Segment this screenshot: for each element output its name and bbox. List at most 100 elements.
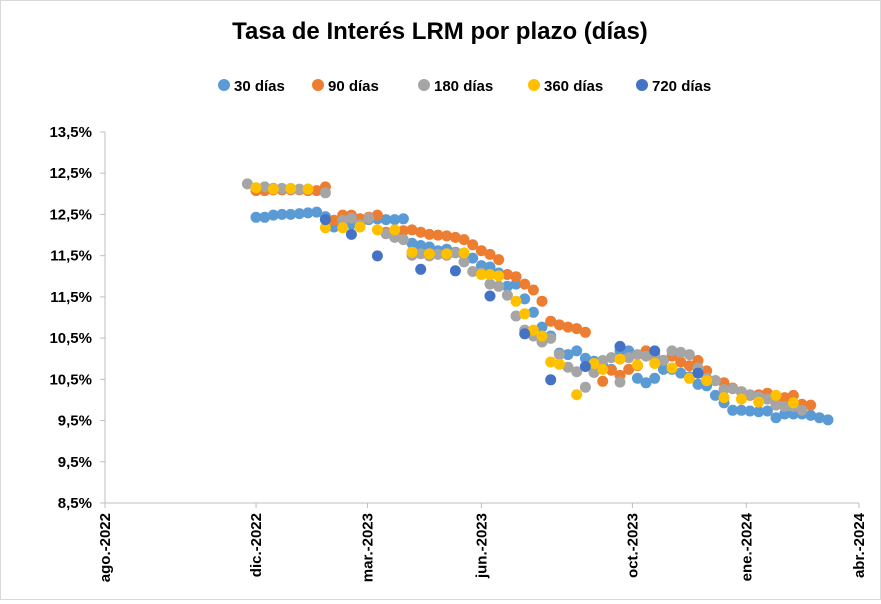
data-point — [545, 356, 557, 368]
data-point — [441, 248, 453, 260]
data-point — [813, 412, 825, 424]
data-point — [614, 340, 626, 352]
legend-label: 720 días — [652, 78, 711, 95]
data-point — [701, 375, 713, 387]
series-group — [250, 182, 799, 409]
data-point — [311, 206, 323, 218]
data-point — [527, 284, 539, 296]
data-point — [597, 363, 609, 375]
data-point — [597, 375, 609, 387]
data-point — [744, 389, 756, 401]
data-point — [345, 228, 357, 240]
data-point — [510, 310, 522, 322]
data-point — [501, 280, 513, 292]
legend-marker — [418, 79, 430, 91]
data-point — [415, 248, 427, 260]
data-point — [779, 392, 791, 404]
data-point — [562, 349, 574, 361]
x-tick-label: abr.-2024 — [851, 512, 868, 578]
data-point — [727, 404, 739, 416]
data-point — [406, 224, 418, 236]
data-point — [805, 399, 817, 411]
data-point — [553, 349, 565, 361]
data-point — [735, 393, 747, 405]
data-point — [649, 358, 661, 369]
data-point — [259, 181, 271, 193]
data-point — [467, 239, 479, 251]
y-tick-label: 11,5% — [50, 248, 92, 265]
data-point — [484, 269, 496, 280]
legend-item: 720 días — [636, 78, 711, 95]
data-point — [796, 404, 808, 416]
data-point — [579, 352, 591, 364]
legend-label: 360 días — [544, 78, 603, 95]
data-point — [250, 211, 262, 223]
data-point — [467, 252, 479, 264]
data-point — [597, 355, 609, 366]
data-point — [692, 367, 704, 379]
data-point — [267, 183, 279, 195]
data-point — [371, 224, 383, 236]
data-point — [579, 326, 591, 338]
legend-label: 90 días — [328, 78, 379, 95]
data-point — [536, 321, 548, 333]
data-point — [449, 265, 461, 277]
data-point — [432, 229, 444, 241]
series-group — [319, 214, 704, 386]
data-point — [449, 231, 461, 243]
data-point — [475, 245, 487, 257]
data-point — [302, 207, 314, 219]
data-point — [389, 224, 401, 236]
legend-marker — [312, 79, 324, 91]
legend-marker — [218, 79, 230, 91]
data-point — [423, 228, 435, 240]
data-point — [718, 392, 730, 404]
data-point — [770, 412, 782, 424]
data-point — [588, 358, 600, 369]
data-point — [337, 222, 349, 234]
data-point — [657, 355, 669, 366]
legend-label: 180 días — [434, 78, 493, 95]
data-point — [545, 332, 557, 344]
data-point — [683, 372, 695, 384]
data-point — [397, 213, 409, 225]
data-point — [363, 212, 375, 224]
data-point — [423, 248, 435, 260]
data-point — [510, 295, 522, 307]
data-point — [276, 208, 288, 220]
data-point — [770, 399, 782, 411]
data-point — [683, 360, 695, 372]
data-point — [501, 289, 513, 301]
data-point — [250, 182, 262, 194]
data-point — [623, 363, 635, 375]
data-point — [605, 352, 617, 364]
x-tick-label: oct.-2023 — [624, 513, 641, 578]
data-point — [276, 182, 288, 194]
data-point — [735, 404, 747, 416]
legend: 30 días 90 días 180 días 360 días 720 días — [218, 78, 711, 95]
data-point — [527, 306, 539, 318]
x-tick-label: jun.-2023 — [473, 513, 490, 579]
data-point — [380, 214, 392, 226]
legend-marker — [528, 79, 540, 91]
data-point — [571, 366, 583, 378]
data-point — [484, 248, 496, 260]
data-point — [458, 234, 470, 246]
data-point — [432, 248, 444, 260]
legend-item: 360 días — [528, 78, 603, 95]
data-point — [389, 214, 401, 226]
data-point — [675, 346, 687, 358]
data-point — [571, 323, 583, 335]
data-point — [371, 209, 383, 221]
data-point — [640, 377, 652, 389]
data-point — [319, 222, 331, 234]
data-point — [605, 364, 617, 376]
data-point — [553, 358, 565, 370]
data-point — [761, 405, 773, 417]
y-tick-label: 13,5% — [49, 124, 92, 141]
data-point — [319, 187, 331, 199]
data-point — [571, 345, 583, 357]
data-point — [302, 183, 314, 195]
data-point — [770, 389, 782, 401]
data-point — [692, 378, 704, 390]
